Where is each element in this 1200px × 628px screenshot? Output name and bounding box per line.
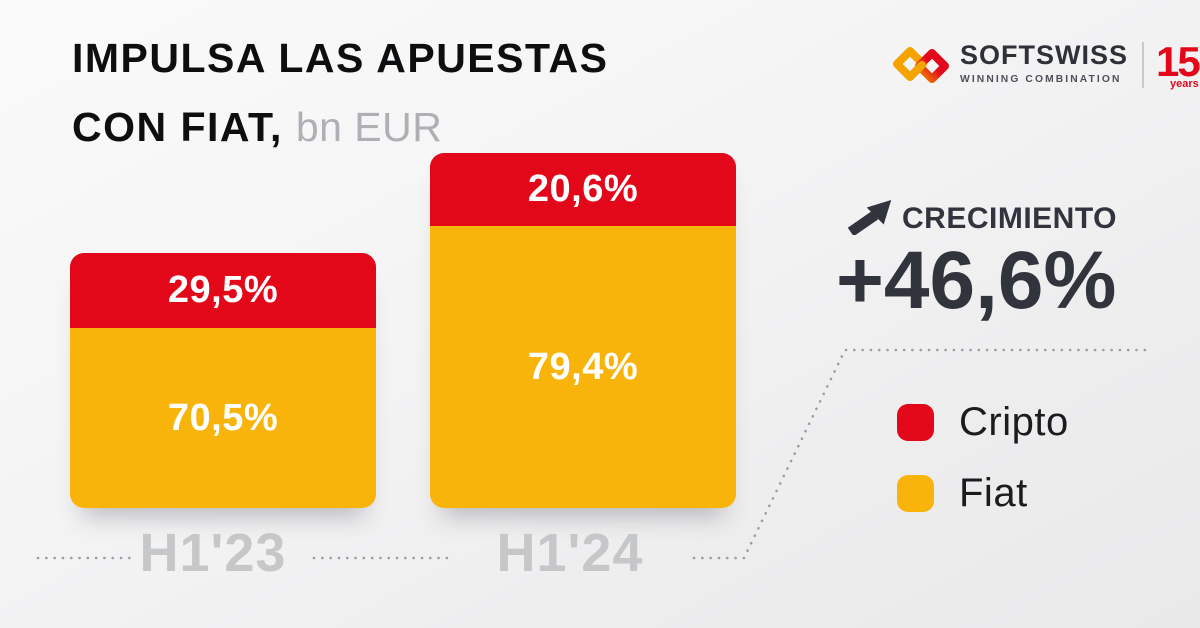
legend-label-cripto: Cripto <box>959 400 1069 444</box>
page-title: IMPULSA LAS APUESTAS CON FIAT, bn EUR <box>72 38 608 148</box>
logo-brand-text: SOFTSWISS <box>960 40 1129 70</box>
segment-value-label: 20,6% <box>527 168 639 211</box>
legend-item-fiat: Fiat <box>897 471 1069 516</box>
legend-swatch-fiat <box>897 475 934 512</box>
logo-divider <box>1142 42 1145 88</box>
anniversary-years-label: years <box>1169 77 1199 90</box>
bar-h1-23: 29,5% 70,5% <box>70 253 376 508</box>
growth-label: CRECIMIENTO <box>902 201 1117 235</box>
category-label-h1-23: H1'23 <box>139 523 287 583</box>
bar-segment-fiat-h1-23: 70,5% <box>70 328 376 508</box>
chart-legend: Cripto Fiat <box>897 400 1069 516</box>
logo-wordmark: SOFTSWISS WINNING COMBINATION <box>960 40 1129 86</box>
growth-header: CRECIMIENTO <box>846 197 1117 240</box>
segment-value-label: 29,5% <box>167 269 279 312</box>
softswiss-logo-mark-icon <box>893 42 949 93</box>
legend-item-cripto: Cripto <box>897 400 1069 445</box>
segment-value-label: 70,5% <box>167 396 279 439</box>
title-line2-bold: CON FIAT, <box>72 104 283 150</box>
legend-swatch-cripto <box>897 404 934 441</box>
anniversary-badge: 15 years <box>1156 41 1200 90</box>
anniversary-number: 15 <box>1156 38 1200 85</box>
title-line2: CON FIAT, bn EUR <box>72 107 608 148</box>
bar-segment-cripto-h1-23: 29,5% <box>70 253 376 329</box>
growth-value: +46,6% <box>836 235 1117 326</box>
title-unit: bn EUR <box>295 104 443 150</box>
bar-h1-24: 20,6% 79,4% <box>430 153 736 508</box>
bar-segment-cripto-h1-24: 20,6% <box>430 153 736 227</box>
segment-value-label: 79,4% <box>527 345 639 388</box>
bar-segment-fiat-h1-24: 79,4% <box>430 226 736 508</box>
logo-tagline-text: WINNING COMBINATION <box>960 74 1122 85</box>
softswiss-logo: SOFTSWISS WINNING COMBINATION 15 years <box>893 40 1200 93</box>
category-label-h1-24: H1'24 <box>496 523 644 583</box>
legend-label-fiat: Fiat <box>959 471 1028 515</box>
growth-arrow-icon <box>846 197 895 240</box>
title-line1: IMPULSA LAS APUESTAS <box>72 35 609 81</box>
